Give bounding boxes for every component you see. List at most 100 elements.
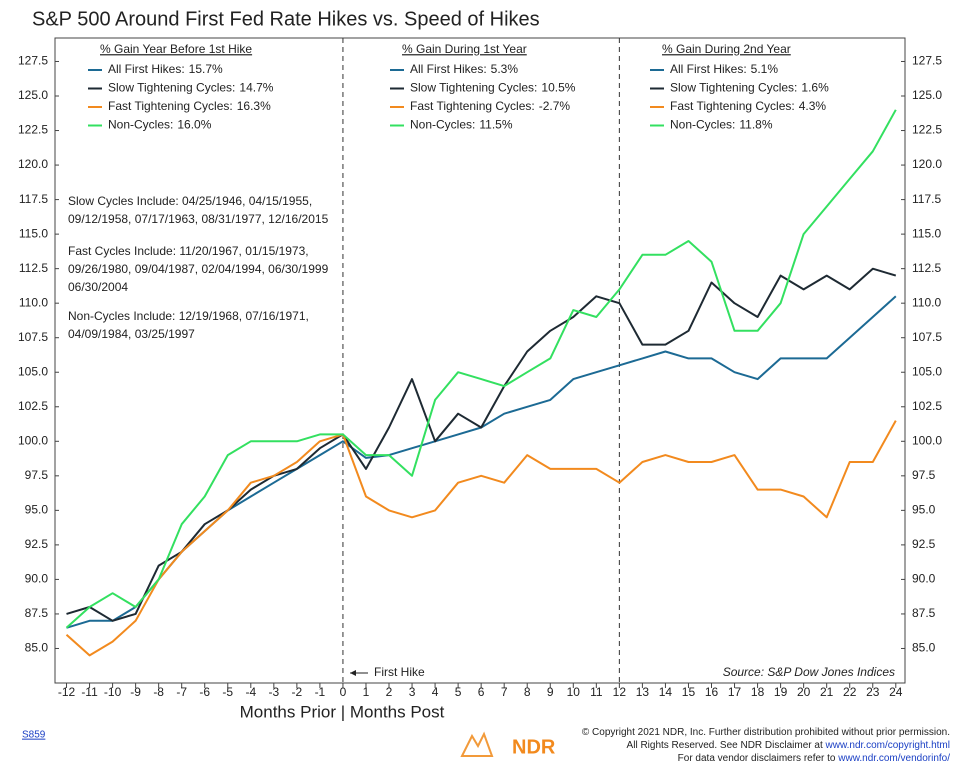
y-tick-label: 105.0 [18,364,48,378]
y2-tick-label: 97.5 [912,468,936,482]
note: 09/26/1980, 09/04/1987, 02/04/1994, 06/3… [68,262,329,276]
legend-name: All First Hikes: [410,62,487,76]
note: Fast Cycles Include: 11/20/1967, 01/15/1… [68,244,309,258]
x-axis-label: Months Prior | Months Post [240,702,445,721]
legend-title: % Gain During 1st Year [402,42,527,56]
plot-frame [54,37,906,684]
legend-value: 5.1% [751,62,779,76]
copyright: All Rights Reserved. See NDR Disclaimer … [627,740,950,751]
y2-tick-label: 85.0 [912,641,936,655]
x-tick-label: 4 [432,685,439,699]
x-tick-label: -10 [104,685,122,699]
x-tick-label: 0 [340,685,347,699]
x-tick-label: 20 [797,685,811,699]
legend-value: 5.3% [491,62,519,76]
x-tick-label: 3 [409,685,416,699]
x-tick-label: 1 [363,685,370,699]
y2-tick-label: 90.0 [912,572,936,586]
note: 06/30/2004 [68,280,128,294]
y-tick-label: 85.0 [25,641,49,655]
x-tick-label: -6 [199,685,210,699]
legend-name: All First Hikes: [108,62,185,76]
y-tick-label: 92.5 [25,537,49,551]
x-tick-label: 2 [386,685,393,699]
legend-value: 14.7% [239,81,273,95]
legend-value: 16.3% [237,99,271,113]
y-tick-label: 120.0 [18,157,48,171]
y-tick-label: 97.5 [25,468,49,482]
legend-entry: All First Hikes: 5.3% [410,62,518,76]
y2-tick-label: 127.5 [912,54,942,68]
y2-tick-label: 102.5 [912,399,942,413]
y-tick-label: 122.5 [18,123,48,137]
y2-tick-label: 122.5 [912,123,942,137]
x-tick-label: 5 [455,685,462,699]
x-tick-label: 6 [478,685,485,699]
copyright-text: © Copyright 2021 NDR, Inc. Further distr… [582,727,950,738]
copyright: © Copyright 2021 NDR, Inc. Further distr… [582,727,950,738]
legend-entry: Slow Tightening Cycles: 14.7% [108,81,274,95]
y2-tick-label: 115.0 [912,226,941,240]
y2-tick-label: 117.5 [912,192,941,206]
y2-tick-label: 125.0 [912,88,942,102]
legend-entry: Fast Tightening Cycles: 4.3% [670,99,826,113]
logo-text: NDR [512,736,556,758]
annotation-arrowhead [350,670,356,676]
copyright-text: All Rights Reserved. See NDR Disclaimer … [627,740,826,751]
x-tick-label: -9 [130,685,141,699]
y-tick-label: 115.0 [19,226,48,240]
note: Slow Cycles Include: 04/25/1946, 04/15/1… [68,194,312,208]
x-tick-label: -2 [292,685,303,699]
x-tick-label: 19 [774,685,788,699]
series-line [66,267,897,622]
legend-name: Fast Tightening Cycles: [108,99,233,113]
y2-tick-label: 110.0 [912,295,941,309]
y2-tick-label: 107.5 [912,330,942,344]
legend-name: All First Hikes: [670,62,747,76]
legend-entry: All First Hikes: 15.7% [108,62,223,76]
x-tick-label: 18 [751,685,765,699]
x-tick-label: -1 [315,685,326,699]
legend-entry: Non-Cycles: 16.0% [108,118,212,132]
y-tick-label: 110.0 [19,295,48,309]
source: Source: S&P Dow Jones Indices [723,665,895,679]
y2-tick-label: 105.0 [912,364,942,378]
x-tick-label: 14 [659,685,673,699]
legend-value: 11.8% [739,118,772,132]
x-tick-label: -3 [268,685,279,699]
logo-icon [460,731,494,757]
x-tick-label: -7 [176,685,187,699]
x-tick-label: 16 [705,685,719,699]
legend-value: 15.7% [189,62,223,76]
legend-name: Slow Tightening Cycles: [670,81,797,95]
x-tick-label: 8 [524,685,531,699]
note: Non-Cycles Include: 12/19/1968, 07/16/19… [68,309,309,323]
series-line [66,295,897,629]
legend-name: Slow Tightening Cycles: [410,81,537,95]
legend-entry: Slow Tightening Cycles: 1.6% [670,81,829,95]
annotation: First Hike [374,665,425,679]
y-tick-label: 107.5 [18,330,48,344]
legend-entry: All First Hikes: 5.1% [670,62,778,76]
legend-name: Fast Tightening Cycles: [670,99,795,113]
x-tick-label: 12 [613,685,627,699]
legend-entry: Slow Tightening Cycles: 10.5% [410,81,576,95]
y2-tick-label: 87.5 [912,606,936,620]
x-tick-label: 23 [866,685,880,699]
chart-title: S&P 500 Around First Fed Rate Hikes vs. … [32,8,540,30]
legend-title: % Gain During 2nd Year [662,42,791,56]
x-tick-label: 11 [590,685,603,699]
legend-entry: Fast Tightening Cycles: 16.3% [108,99,271,113]
x-tick-label: -5 [222,685,233,699]
y2-tick-label: 112.5 [912,261,941,275]
legend-entry: Non-Cycles: 11.8% [670,118,773,132]
y-tick-label: 100.0 [18,433,48,447]
y-tick-label: 90.0 [25,572,49,586]
x-tick-label: -4 [245,685,256,699]
y-tick-label: 127.5 [18,54,48,68]
x-tick-label: 21 [820,685,834,699]
copyright-link: www.ndr.com/vendorinfo/ [837,753,950,764]
legend-value: 16.0% [177,118,211,132]
y2-tick-label: 120.0 [912,157,942,171]
